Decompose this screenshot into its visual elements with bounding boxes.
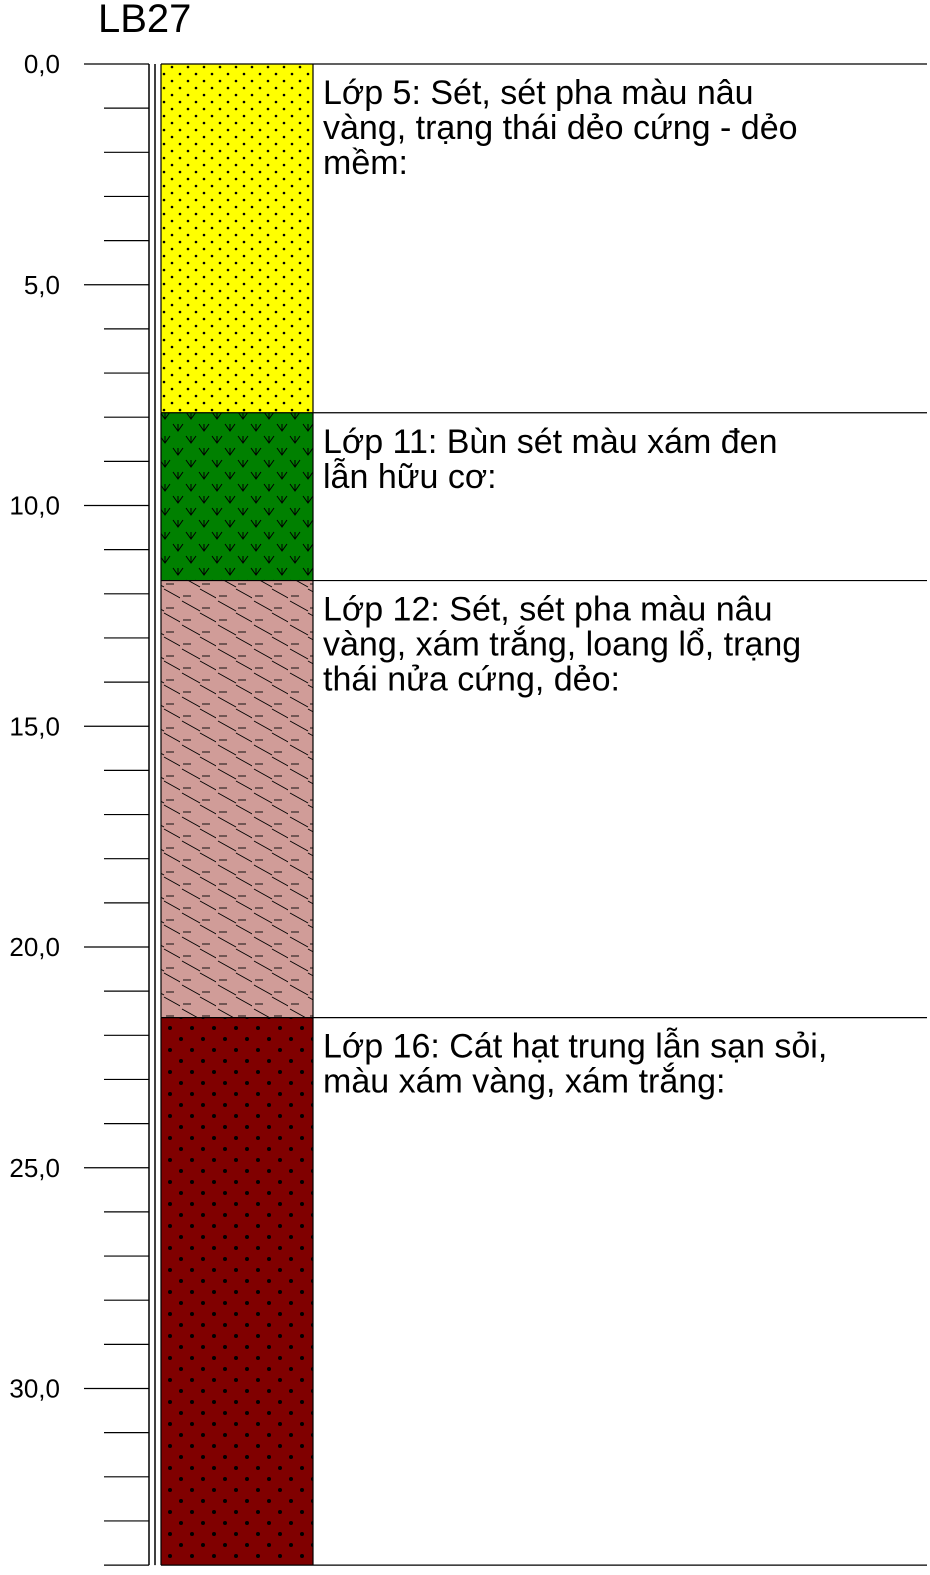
layer-description-line: màu xám vàng, xám trắng: — [323, 1063, 726, 1101]
layer-description-line: vàng, xám trắng, loang lổ, trạng — [323, 626, 801, 664]
layer-description-line: vàng, trạng thái dẻo cứng - dẻo — [323, 109, 798, 147]
depth-label: 5,0 — [24, 270, 60, 300]
layer-description-line: Lớp 5: Sét, sét pha màu nâu — [323, 74, 754, 112]
layer-pattern — [161, 412, 313, 581]
soil-layer: Lớp 16: Cát hạt trung lẫn sạn sỏi,màu xá… — [160, 1017, 927, 1566]
layer-pattern — [161, 64, 313, 413]
depth-label: 0,0 — [24, 49, 60, 79]
depth-label: 30,0 — [9, 1374, 60, 1404]
layer-pattern — [161, 1017, 313, 1566]
layer-description-line: lẫn hữu cơ: — [323, 458, 497, 496]
layer-description-line: Lớp 16: Cát hạt trung lẫn sạn sỏi, — [323, 1028, 827, 1066]
layer-pattern — [161, 580, 313, 1018]
layer-description-line: mềm: — [323, 144, 408, 182]
layer-description-line: Lớp 11: Bùn sét màu xám đen — [323, 423, 777, 461]
depth-label: 20,0 — [9, 932, 60, 962]
depth-axis: 0,0 5,0 10,0 15,0 20,0 25,0 30,0 — [9, 49, 156, 1566]
depth-label: 15,0 — [9, 711, 60, 741]
layer-description-line: Lớp 12: Sét, sét pha màu nâu — [323, 591, 773, 629]
depth-label: 10,0 — [9, 491, 60, 521]
borehole-title: LB27 — [98, 0, 191, 41]
depth-label: 25,0 — [9, 1153, 60, 1183]
layer-description-line: thái nửa cứng, dẻo: — [323, 661, 620, 699]
